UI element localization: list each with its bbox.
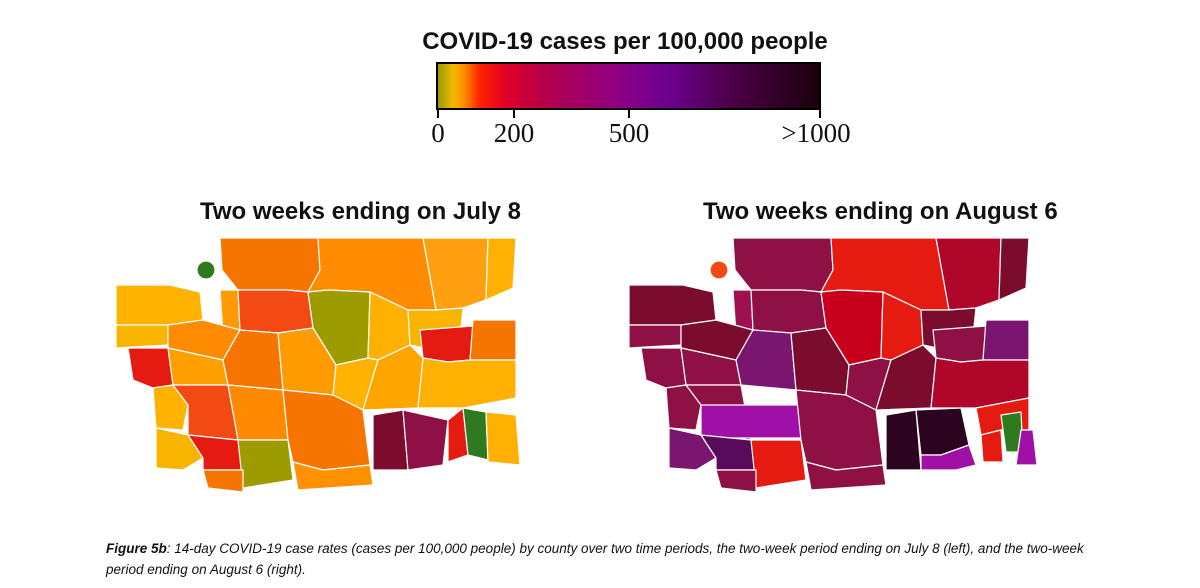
county — [422, 237, 489, 311]
county — [885, 409, 922, 471]
legend-colorbar — [436, 62, 821, 110]
county — [998, 237, 1030, 301]
county — [469, 319, 517, 361]
county — [982, 319, 1030, 361]
county — [640, 347, 687, 389]
county — [628, 284, 717, 326]
county — [227, 384, 289, 441]
legend-title: COVID-19 cases per 100,000 people — [422, 28, 828, 55]
county — [155, 427, 204, 471]
county — [115, 324, 169, 349]
legend-tick-500 — [628, 110, 630, 118]
legend-tick-0 — [437, 110, 439, 118]
county — [485, 411, 521, 466]
legend-tick-label-0: 0 — [431, 118, 445, 148]
county — [805, 461, 887, 491]
county — [715, 469, 757, 493]
county-map-august — [628, 237, 1038, 493]
county — [930, 357, 1030, 409]
county — [419, 325, 474, 363]
county — [202, 469, 244, 493]
county — [417, 357, 517, 409]
county — [665, 384, 702, 431]
county — [935, 237, 1002, 311]
county — [1015, 429, 1038, 466]
county — [127, 347, 174, 389]
legend-tick-200 — [513, 110, 515, 118]
county — [732, 237, 834, 293]
legend-tick-label-200: 200 — [493, 118, 535, 148]
county — [709, 260, 729, 280]
county — [237, 289, 314, 334]
county — [735, 329, 797, 391]
county — [196, 260, 216, 280]
county — [115, 284, 204, 326]
county — [152, 384, 189, 431]
county — [750, 439, 807, 489]
county — [700, 404, 802, 439]
county — [485, 237, 517, 301]
legend-tick-label-1000: >1000 — [781, 118, 851, 148]
map-title-august: Two weeks ending on August 6 — [703, 198, 1058, 225]
county — [628, 324, 682, 349]
county — [980, 429, 1004, 463]
legend-tick-1000 — [819, 110, 821, 118]
county — [402, 409, 449, 471]
county — [932, 325, 987, 363]
caption-label: Figure 5b — [106, 541, 167, 556]
county — [219, 237, 321, 293]
county — [668, 427, 717, 471]
county — [292, 461, 374, 491]
county — [237, 439, 294, 489]
figure-caption: Figure 5b: 14-day COVID-19 case rates (c… — [106, 538, 1096, 580]
county — [920, 444, 977, 471]
map-title-july: Two weeks ending on July 8 — [200, 198, 521, 225]
county — [750, 289, 827, 334]
county — [372, 409, 409, 471]
caption-text: : 14-day COVID-19 case rates (cases per … — [106, 541, 1084, 577]
legend-tick-label-500: 500 — [608, 118, 650, 148]
county-map-july — [115, 237, 521, 493]
